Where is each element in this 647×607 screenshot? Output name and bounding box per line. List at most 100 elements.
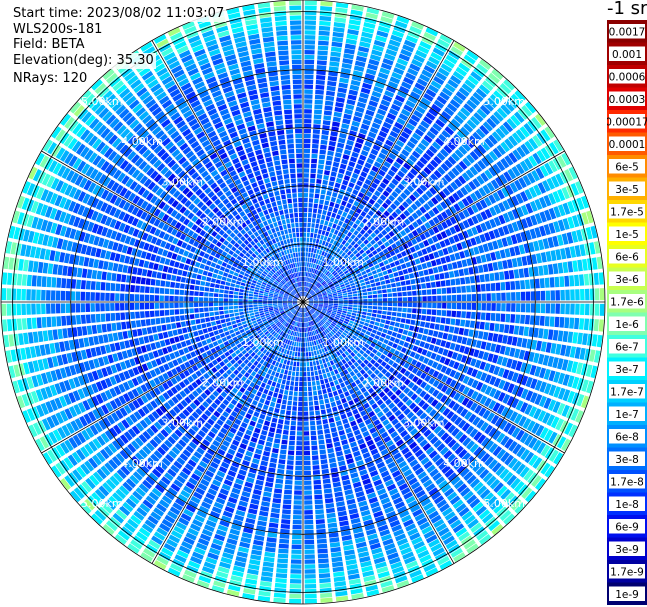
data-cell <box>340 316 345 320</box>
data-cell <box>377 310 382 314</box>
data-cell <box>475 88 487 99</box>
data-cell <box>593 350 601 363</box>
data-cell <box>520 280 526 290</box>
data-cell <box>370 317 376 321</box>
data-cell <box>419 412 428 421</box>
data-cell <box>400 347 407 354</box>
data-cell <box>263 388 269 395</box>
data-cell <box>303 271 305 277</box>
data-cell <box>473 67 486 78</box>
data-cell <box>382 501 393 510</box>
data-cell <box>295 326 298 332</box>
data-cell <box>385 264 391 270</box>
data-cell <box>339 77 349 84</box>
data-cell <box>454 163 464 174</box>
data-cell <box>381 343 387 349</box>
data-cell <box>313 302 319 304</box>
data-cell <box>190 556 203 565</box>
data-cell <box>315 311 320 315</box>
data-cell <box>453 552 466 563</box>
data-cell <box>463 123 474 133</box>
data-cell <box>230 380 237 387</box>
data-cell <box>504 324 510 334</box>
data-cell <box>329 201 335 207</box>
data-cell <box>359 128 368 135</box>
data-cell <box>442 187 451 197</box>
data-cell <box>466 119 477 130</box>
data-cell <box>503 492 515 504</box>
data-cell <box>311 292 316 296</box>
data-cell <box>503 100 515 112</box>
data-cell <box>362 352 369 359</box>
data-cell <box>304 307 307 312</box>
data-cell <box>357 405 365 412</box>
data-cell <box>376 519 387 528</box>
data-cell <box>448 326 455 333</box>
data-cell <box>325 95 335 101</box>
data-cell <box>559 276 565 287</box>
data-cell <box>187 527 199 537</box>
data-cell <box>430 244 437 252</box>
data-cell <box>398 53 411 62</box>
data-cell <box>342 386 348 393</box>
data-cell <box>387 268 393 274</box>
data-cell <box>371 270 377 275</box>
data-cell <box>492 240 499 250</box>
data-cell <box>540 290 546 301</box>
data-cell <box>420 170 429 179</box>
data-cell <box>337 510 347 517</box>
data-cell <box>342 154 350 160</box>
data-cell <box>371 313 377 318</box>
data-cell <box>340 341 345 347</box>
data-cell <box>176 475 186 484</box>
data-cell <box>456 294 462 302</box>
data-cell <box>407 302 412 308</box>
data-cell <box>321 337 326 342</box>
data-cell <box>410 181 418 189</box>
data-cell <box>437 302 442 309</box>
data-cell <box>524 279 531 289</box>
data-cell <box>339 163 347 170</box>
data-cell <box>299 337 301 342</box>
data-cell <box>390 394 397 401</box>
data-cell <box>416 308 422 314</box>
data-cell <box>398 542 411 551</box>
data-cell <box>335 399 342 406</box>
data-cell <box>489 218 497 228</box>
data-cell <box>323 306 328 309</box>
data-cell <box>309 242 312 248</box>
data-cell <box>440 201 448 210</box>
data-cell <box>353 65 365 72</box>
data-cell <box>322 179 328 185</box>
data-cell <box>535 340 542 351</box>
data-cell <box>393 327 399 333</box>
data-cell <box>363 483 373 490</box>
data-cell <box>353 212 360 219</box>
data-cell <box>418 242 425 249</box>
data-cell <box>247 446 255 453</box>
data-cell <box>319 272 324 278</box>
data-cell <box>344 43 356 50</box>
data-cell <box>545 251 552 262</box>
data-cell <box>329 397 335 403</box>
data-cell <box>219 383 226 390</box>
data-cell <box>479 468 490 480</box>
data-cell <box>311 381 316 386</box>
data-cell <box>574 317 580 330</box>
data-cell <box>279 533 290 539</box>
data-cell <box>213 580 226 588</box>
data-cell <box>430 337 437 345</box>
data-cell <box>327 75 338 82</box>
data-cell <box>324 105 333 111</box>
data-cell <box>214 398 221 406</box>
data-cell <box>361 270 367 276</box>
data-cell <box>513 480 525 493</box>
data-cell <box>241 491 251 498</box>
data-cell <box>531 169 541 182</box>
data-cell <box>338 361 344 367</box>
data-cell <box>359 229 366 235</box>
data-cell <box>257 595 271 602</box>
data-cell <box>342 308 348 312</box>
data-cell <box>314 99 323 105</box>
data-cell <box>396 579 410 589</box>
